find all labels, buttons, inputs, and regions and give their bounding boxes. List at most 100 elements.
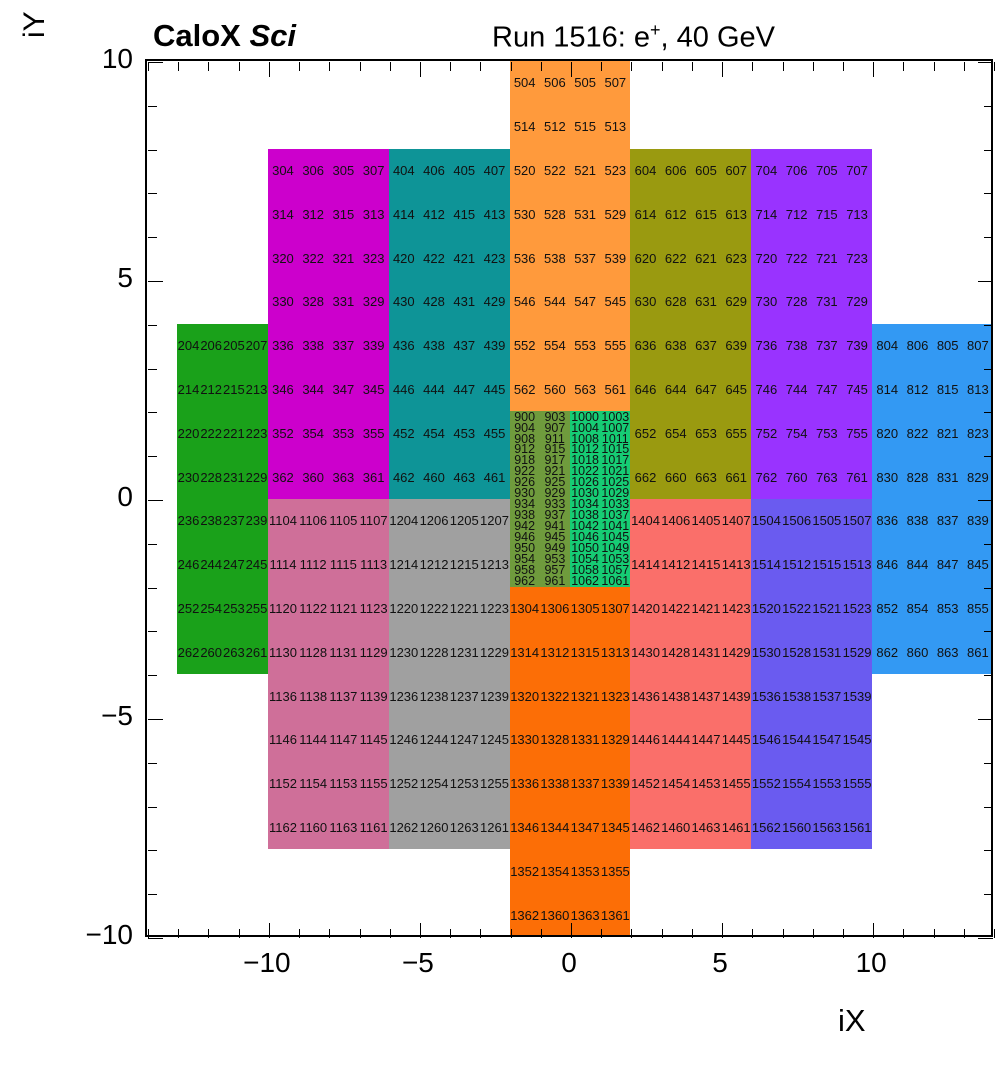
channel-cell[interactable]: 1528 (782, 644, 812, 660)
channel-cell[interactable]: 620 (634, 250, 657, 266)
channel-cell[interactable]: 436 (392, 338, 415, 354)
channel-cell[interactable]: 336 (272, 338, 294, 354)
channel-cell[interactable]: 353 (332, 425, 355, 441)
channel-cell[interactable]: 1322 (540, 688, 570, 704)
channel-cell[interactable]: 744 (785, 381, 808, 397)
channel-cell[interactable]: 1050 (571, 541, 600, 555)
channel-cell[interactable]: 1404 (631, 513, 660, 529)
channel-cell[interactable]: 1238 (419, 688, 449, 704)
channel-cell[interactable]: 823 (967, 425, 989, 441)
channel-cell[interactable]: 514 (513, 119, 536, 135)
channel-cell[interactable]: 1552 (751, 776, 781, 792)
channel-cell[interactable]: 562 (513, 381, 536, 397)
channel-cell[interactable]: 1263 (449, 819, 479, 835)
channel-cell[interactable]: 1163 (329, 819, 358, 835)
channel-cell[interactable]: 461 (483, 469, 506, 485)
channel-cell[interactable]: 1530 (751, 644, 781, 660)
channel-cell[interactable]: 1521 (812, 600, 842, 616)
channel-cell[interactable]: 942 (514, 519, 536, 534)
channel-cell[interactable]: 531 (574, 206, 596, 222)
channel-cell[interactable]: 1512 (782, 557, 812, 573)
channel-cell[interactable]: 812 (906, 381, 929, 397)
channel-cell[interactable]: 455 (483, 425, 506, 441)
channel-cell[interactable]: 746 (755, 381, 778, 397)
channel-cell[interactable]: 845 (967, 557, 989, 573)
channel-cell[interactable]: 762 (755, 469, 778, 485)
channel-cell[interactable]: 447 (453, 381, 476, 397)
channel-cell[interactable]: 1153 (329, 776, 358, 792)
channel-cell[interactable]: 705 (815, 162, 838, 178)
channel-cell[interactable]: 636 (634, 338, 657, 354)
channel-cell[interactable]: 1003 (601, 409, 630, 424)
channel-cell[interactable]: 806 (906, 338, 929, 354)
channel-cell[interactable]: 962 (514, 573, 536, 588)
channel-cell[interactable]: 1220 (389, 600, 419, 616)
channel-cell[interactable]: 961 (544, 573, 566, 588)
channel-cell[interactable]: 221 (222, 425, 245, 441)
channel-cell[interactable]: 1353 (570, 863, 600, 879)
channel-cell[interactable]: 413 (483, 206, 506, 222)
channel-cell[interactable]: 1363 (570, 907, 600, 923)
channel-cell[interactable]: 1438 (661, 688, 691, 704)
channel-cell[interactable]: 1555 (842, 776, 872, 792)
channel-cell[interactable]: 1206 (419, 513, 449, 529)
channel-cell[interactable]: 315 (332, 206, 355, 222)
channel-cell[interactable]: 1330 (510, 732, 540, 748)
mod-purple[interactable]: 704 706 705 707 714 712 715 713 720 722 721 723 730 7… (751, 148, 873, 499)
mod-green-left[interactable]: 204 206 205 207 214 212 215 213 220 222 221 223 230 2… (177, 323, 268, 675)
channel-cell[interactable]: 945 (544, 530, 566, 545)
channel-cell[interactable]: 903 (544, 409, 566, 424)
channel-cell[interactable]: 1213 (480, 557, 509, 573)
channel-cell[interactable]: 760 (785, 469, 808, 485)
channel-cell[interactable]: 1021 (601, 464, 630, 479)
channel-cell[interactable]: 860 (906, 644, 929, 660)
channel-cell[interactable]: 934 (514, 497, 536, 512)
channel-cell[interactable]: 320 (272, 250, 294, 266)
channel-cell[interactable]: 738 (785, 338, 808, 354)
channel-cell[interactable]: 847 (936, 557, 959, 573)
channel-cell[interactable]: 1305 (570, 600, 600, 616)
channel-cell[interactable]: 1361 (600, 907, 630, 923)
channel-cell[interactable]: 252 (177, 600, 200, 616)
channel-cell[interactable]: 1337 (570, 776, 600, 792)
channel-cell[interactable]: 1155 (359, 776, 388, 792)
channel-cell[interactable]: 1304 (510, 600, 540, 616)
channel-cell[interactable]: 1447 (691, 732, 721, 748)
channel-cell[interactable]: 236 (177, 513, 200, 529)
channel-cell[interactable]: 523 (604, 162, 627, 178)
channel-cell[interactable]: 721 (815, 250, 838, 266)
channel-cell[interactable]: 1431 (691, 644, 721, 660)
channel-cell[interactable]: 1115 (329, 557, 357, 573)
channel-cell[interactable]: 814 (876, 381, 899, 397)
channel-cell[interactable]: 506 (544, 75, 566, 91)
channel-cell[interactable]: 714 (755, 206, 778, 222)
channel-cell[interactable]: 1539 (842, 688, 872, 704)
channel-cell[interactable]: 754 (785, 425, 808, 441)
channel-cell[interactable]: 1547 (812, 732, 842, 748)
channel-cell[interactable]: 1260 (419, 819, 449, 835)
channel-cell[interactable]: 454 (423, 425, 445, 441)
channel-cell[interactable]: 763 (815, 469, 838, 485)
channel-cell[interactable]: 1231 (449, 644, 479, 660)
channel-cell[interactable]: 331 (332, 294, 355, 310)
channel-cell[interactable]: 946 (514, 530, 536, 545)
channel-cell[interactable]: 1536 (751, 688, 781, 704)
channel-cell[interactable]: 1430 (631, 644, 660, 660)
channel-cell[interactable]: 1062 (571, 573, 600, 588)
channel-cell[interactable]: 1112 (299, 557, 327, 573)
channel-cell[interactable]: 1429 (721, 644, 751, 660)
channel-cell[interactable]: 1413 (721, 557, 751, 573)
channel-cell[interactable]: 1455 (721, 776, 751, 792)
channel-cell[interactable]: 822 (906, 425, 929, 441)
channel-cell[interactable]: 1030 (571, 486, 600, 501)
channel-cell[interactable]: 1313 (600, 644, 630, 660)
channel-cell[interactable]: 1015 (601, 442, 630, 457)
channel-cell[interactable]: 1529 (842, 644, 872, 660)
channel-cell[interactable]: 821 (936, 425, 959, 441)
mod-magenta[interactable]: 304 306 305 307 314 312 315 313 320 322 321 323 330 3… (267, 148, 389, 499)
channel-cell[interactable]: 546 (513, 294, 536, 310)
channel-cell[interactable]: 452 (392, 425, 415, 441)
channel-cell[interactable]: 415 (453, 206, 476, 222)
channel-cell[interactable]: 1008 (571, 431, 600, 446)
channel-cell[interactable]: 1214 (389, 557, 419, 573)
